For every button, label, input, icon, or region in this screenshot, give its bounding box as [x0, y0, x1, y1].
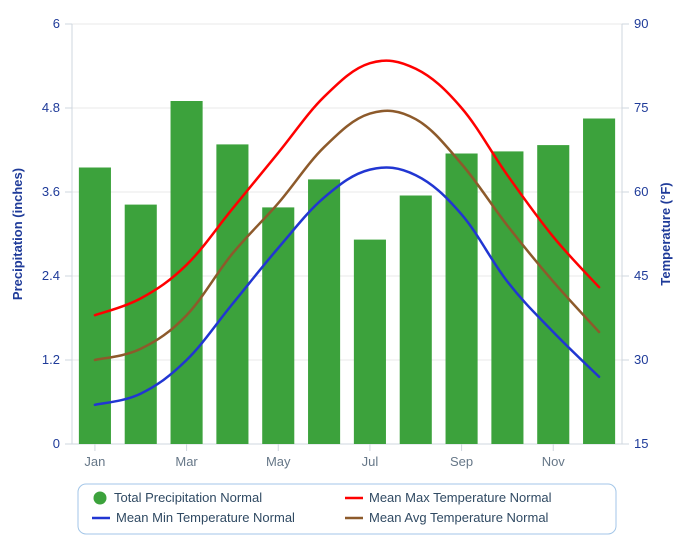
- precip-bar[interactable]: [491, 151, 523, 444]
- y-right-title: Temperature (°F): [658, 182, 673, 285]
- legend-label: Total Precipitation Normal: [114, 490, 262, 505]
- precip-bar[interactable]: [446, 154, 478, 445]
- x-tick-label: May: [266, 454, 291, 469]
- y-left-title: Precipitation (inches): [10, 168, 25, 300]
- precip-bar[interactable]: [171, 101, 203, 444]
- precip-bar[interactable]: [308, 179, 340, 444]
- y-right-tick-label: 75: [634, 100, 648, 115]
- climate-chart: Jan Mar May Jul Sep Nov 0 1.2 2.4 3.6 4.8 6 15 30 45 60…: [0, 0, 681, 545]
- y-right-tick-label: 15: [634, 436, 648, 451]
- precip-bar[interactable]: [262, 207, 294, 444]
- y-right-tick-label: 60: [634, 184, 648, 199]
- precip-bar[interactable]: [216, 144, 248, 444]
- legend-label: Mean Max Temperature Normal: [369, 490, 552, 505]
- precip-bar[interactable]: [354, 240, 386, 444]
- chart-svg: Jan Mar May Jul Sep Nov 0 1.2 2.4 3.6 4.8 6 15 30 45 60…: [0, 0, 681, 545]
- precip-bar[interactable]: [125, 205, 157, 444]
- y-left-tick-label: 0: [53, 436, 60, 451]
- y-left-tick-label: 2.4: [42, 268, 60, 283]
- y-left-tick-label: 3.6: [42, 184, 60, 199]
- x-tick-label: Nov: [542, 454, 566, 469]
- legend-swatch-bar: [94, 492, 107, 505]
- x-tick-label: Jan: [84, 454, 105, 469]
- x-tick-label: Mar: [175, 454, 198, 469]
- precip-bar[interactable]: [400, 196, 432, 445]
- y-right-tick-label: 30: [634, 352, 648, 367]
- x-tick-label: Jul: [362, 454, 379, 469]
- x-tick-label: Sep: [450, 454, 473, 469]
- legend-label: Mean Min Temperature Normal: [116, 510, 295, 525]
- y-right-tick-label: 45: [634, 268, 648, 283]
- y-left-tick-label: 6: [53, 16, 60, 31]
- y-left-tick-label: 4.8: [42, 100, 60, 115]
- y-right-tick-label: 90: [634, 16, 648, 31]
- y-left-tick-label: 1.2: [42, 352, 60, 367]
- precip-bar[interactable]: [583, 119, 615, 445]
- legend-label: Mean Avg Temperature Normal: [369, 510, 549, 525]
